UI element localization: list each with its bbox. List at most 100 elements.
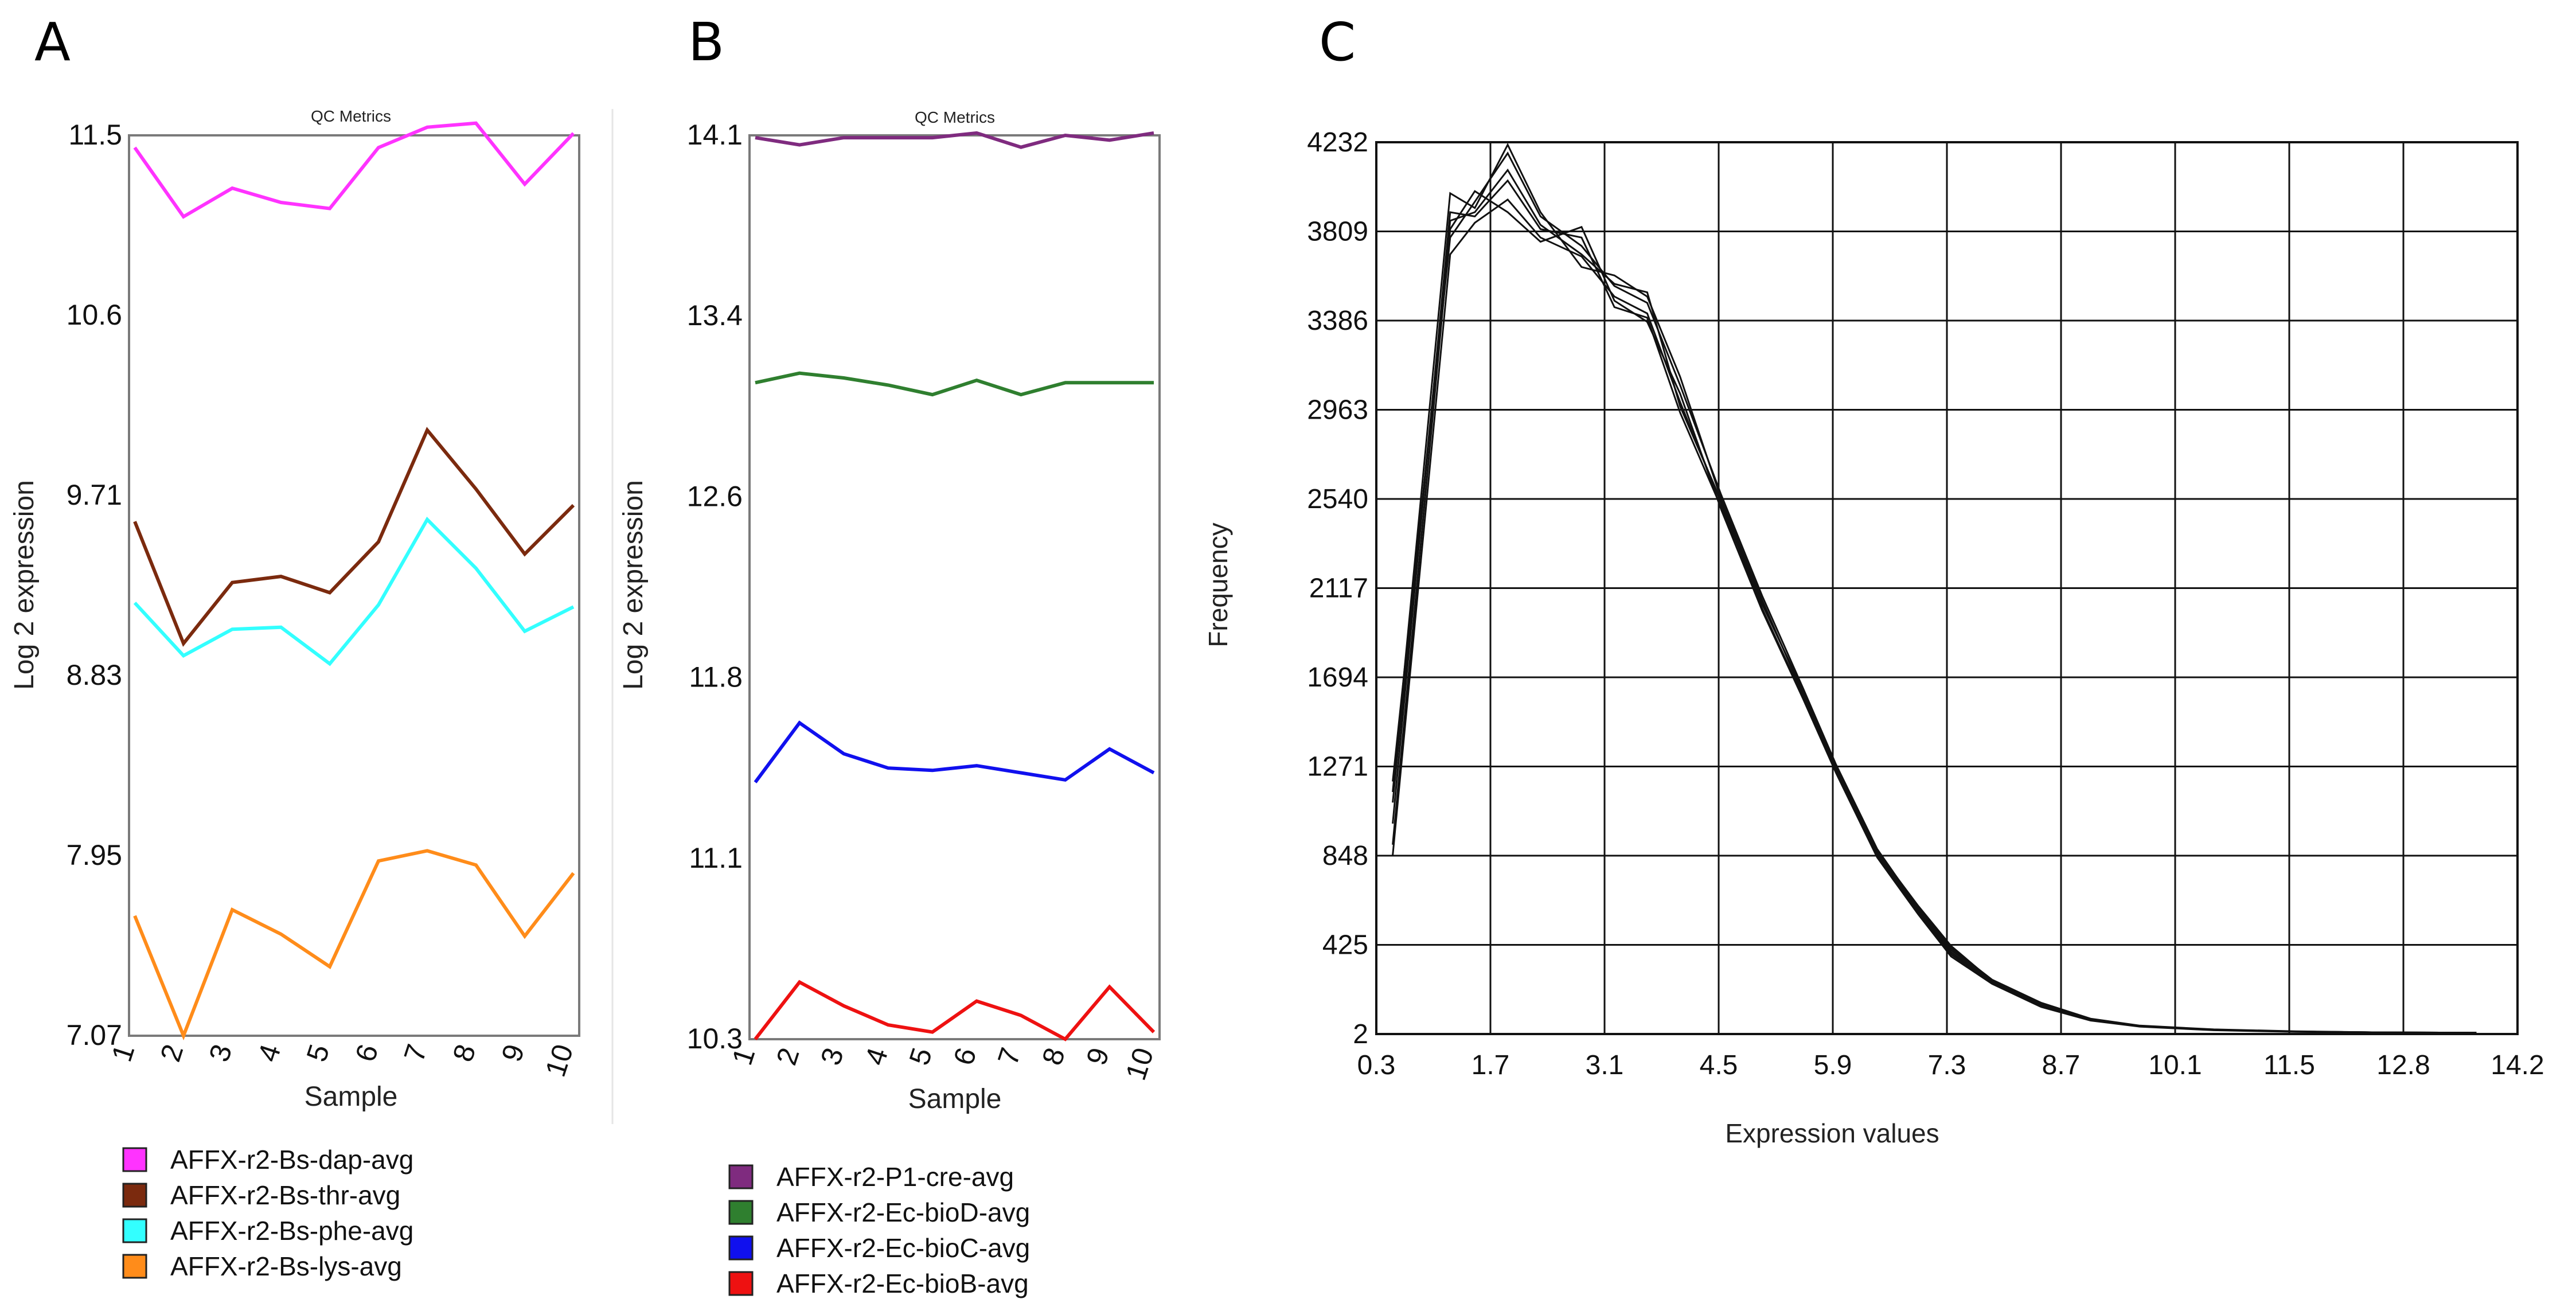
chart-a-legend-label: AFFX-r2-Bs-thr-avg bbox=[170, 1180, 400, 1210]
chart-a-title: QC Metrics bbox=[311, 107, 391, 125]
chart-c-xtick-label: 12.8 bbox=[2376, 1050, 2430, 1080]
chart-b-xtick-label: 2 bbox=[770, 1044, 806, 1069]
chart-a-legend-label: AFFX-r2-Bs-phe-avg bbox=[170, 1216, 413, 1246]
chart-a-ytick-label: 11.5 bbox=[68, 119, 122, 151]
chart-c-series-line-1 bbox=[1392, 198, 2477, 1034]
chart-a-ytick-label: 9.71 bbox=[67, 479, 122, 511]
chart-b-series-line-1 bbox=[755, 131, 1154, 149]
chart-b-ytick-label: 12.6 bbox=[687, 480, 743, 512]
chart-a-series-line-2 bbox=[133, 427, 575, 647]
chart-c-xtick-label: 14.2 bbox=[2491, 1050, 2544, 1080]
chart-b-legend-swatch bbox=[728, 1164, 754, 1189]
chart-b-ytick-label: 13.4 bbox=[687, 299, 743, 331]
chart-a-legend-swatch bbox=[122, 1147, 147, 1172]
chart-b-legend-label: AFFX-r2-Ec-bioB-avg bbox=[776, 1269, 1029, 1298]
chart-a-legend-label: AFFX-r2-Bs-dap-avg bbox=[170, 1145, 413, 1175]
chart-c-ylabel: Frequency bbox=[1203, 522, 1233, 647]
chart-b-ytick-label: 14.1 bbox=[687, 119, 743, 151]
chart-b-legend-label: AFFX-r2-Ec-bioC-avg bbox=[776, 1233, 1030, 1263]
chart-b-series-line-2 bbox=[755, 371, 1154, 397]
chart-a-xtick-label: 6 bbox=[349, 1040, 385, 1066]
chart-c-series-line-2 bbox=[1392, 151, 2477, 1034]
chart-c-xtick-label: 10.1 bbox=[2148, 1050, 2202, 1080]
chart-b-xtick-label: 8 bbox=[1036, 1044, 1071, 1069]
chart-a-ytick-label: 10.6 bbox=[67, 299, 122, 331]
chart-b-title: QC Metrics bbox=[915, 108, 995, 126]
chart-a-xtick-label: 5 bbox=[300, 1040, 336, 1066]
chart-a-xtick-label: 9 bbox=[495, 1040, 531, 1066]
chart-a-series-line-1 bbox=[133, 121, 575, 219]
chart-b-legend-label: AFFX-r2-Ec-bioD-avg bbox=[776, 1197, 1030, 1227]
chart-c-series-line-6 bbox=[1392, 168, 2477, 1034]
chart-c-ytick-label: 848 bbox=[1322, 841, 1368, 871]
chart-b-legend: AFFX-r2-P1-cre-avg AFFX-r2-Ec-bioD-avg AFF… bbox=[728, 1162, 1030, 1298]
chart-a-series-line-3 bbox=[133, 516, 575, 666]
chart-c-xtick-label: 11.5 bbox=[2263, 1050, 2315, 1080]
chart-b-legend-swatch bbox=[728, 1271, 754, 1296]
chart-c-xtick-label: 1.7 bbox=[1472, 1050, 1510, 1080]
chart-c-xtick-label: 3.1 bbox=[1586, 1050, 1624, 1080]
chart-a-legend-label: AFFX-r2-Bs-lys-avg bbox=[170, 1251, 402, 1281]
chart-a-ytick-label: 7.95 bbox=[67, 839, 122, 871]
chart-a-xtick-label: 7 bbox=[398, 1040, 434, 1066]
chart-c-ytick-label: 2963 bbox=[1307, 395, 1368, 426]
chart-a-ytick-label: 8.83 bbox=[67, 659, 122, 691]
chart-c-xtick-label: 0.3 bbox=[1357, 1050, 1396, 1080]
panel-letter-a: A bbox=[34, 11, 71, 73]
chart-c-ytick-label: 2117 bbox=[1309, 574, 1368, 604]
chart-a-ylabel: Log 2 expression bbox=[9, 480, 40, 690]
chart-b-xtick-label: 5 bbox=[903, 1044, 938, 1069]
chart-a-legend: AFFX-r2-Bs-dap-avg AFFX-r2-Bs-thr-avg AFFX… bbox=[122, 1145, 413, 1281]
chart-c-xtick-label: 8.7 bbox=[2042, 1050, 2081, 1080]
panel-letter-c: C bbox=[1319, 11, 1356, 73]
chart-c-xtick-label: 7.3 bbox=[1928, 1050, 1966, 1080]
chart-a-legend-swatch bbox=[122, 1218, 147, 1243]
chart-b-ytick-label: 11.8 bbox=[689, 661, 743, 693]
chart-c-ytick-label: 2 bbox=[1353, 1019, 1368, 1050]
chart-a-xtick-label: 10 bbox=[539, 1040, 579, 1080]
chart-c-ytick-label: 3809 bbox=[1307, 217, 1368, 247]
chart-c-series-line-5 bbox=[1392, 190, 2477, 1034]
chart-a-xtick-label: 3 bbox=[203, 1040, 239, 1066]
chart-c-ytick-label: 425 bbox=[1322, 930, 1368, 961]
chart-c-xtick-label: 4.5 bbox=[1700, 1050, 1738, 1080]
chart-b-ylabel: Log 2 expression bbox=[618, 480, 649, 690]
chart-b-xtick-label: 3 bbox=[814, 1044, 850, 1069]
chart-a-ytick-label: 7.07 bbox=[67, 1019, 122, 1051]
panel-letter-b: B bbox=[688, 11, 724, 73]
chart-c-ytick-label: 1694 bbox=[1307, 662, 1368, 693]
chart-c-ytick-label: 1271 bbox=[1307, 752, 1368, 782]
chart-b-xtick-label: 9 bbox=[1080, 1044, 1115, 1069]
chart-a-xtick-label: 4 bbox=[252, 1040, 287, 1066]
chart-c-ytick-label: 4232 bbox=[1307, 127, 1368, 158]
chart-a-plot-frame bbox=[128, 134, 580, 1037]
chart-a-xtick-label: 2 bbox=[154, 1040, 190, 1066]
chart-a-legend-swatch bbox=[122, 1254, 147, 1279]
chart-a-legend-swatch bbox=[122, 1183, 147, 1208]
chart-b-xtick-label: 10 bbox=[1119, 1044, 1160, 1084]
chart-b-legend-swatch bbox=[728, 1235, 754, 1261]
chart-a-series-line-4 bbox=[133, 849, 575, 1041]
chart-b-xlabel: Sample bbox=[908, 1084, 1002, 1114]
chart-b-legend-label: AFFX-r2-P1-cre-avg bbox=[776, 1162, 1014, 1192]
chart-a-xtick-label: 1 bbox=[106, 1040, 141, 1066]
chart-b-series-line-4 bbox=[754, 980, 1156, 1041]
chart-b-series-line-3 bbox=[754, 720, 1155, 783]
chart-b-xtick-label: 4 bbox=[858, 1044, 894, 1069]
chart-c-ytick-label: 2540 bbox=[1307, 484, 1368, 514]
chart-b-ytick-label: 10.3 bbox=[687, 1023, 743, 1055]
chart-b-plot-frame bbox=[748, 134, 1161, 1040]
chart-b-xtick-label: 1 bbox=[726, 1044, 762, 1069]
chart-c-plot-frame bbox=[1375, 141, 2519, 1035]
chart-b-legend-swatch bbox=[728, 1200, 754, 1225]
chart-b-ytick-label: 11.1 bbox=[689, 842, 743, 874]
chart-a-xtick-label: 8 bbox=[447, 1040, 482, 1066]
chart-c-xtick-label: 5.9 bbox=[1814, 1050, 1852, 1080]
chart-c-ytick-label: 3386 bbox=[1307, 306, 1368, 336]
chart-panel-c: 423238093386296325402117169412718484252 … bbox=[1203, 127, 2544, 1148]
chart-b-xtick-label: 7 bbox=[992, 1044, 1027, 1069]
chart-b-xtick-label: 6 bbox=[947, 1044, 983, 1069]
